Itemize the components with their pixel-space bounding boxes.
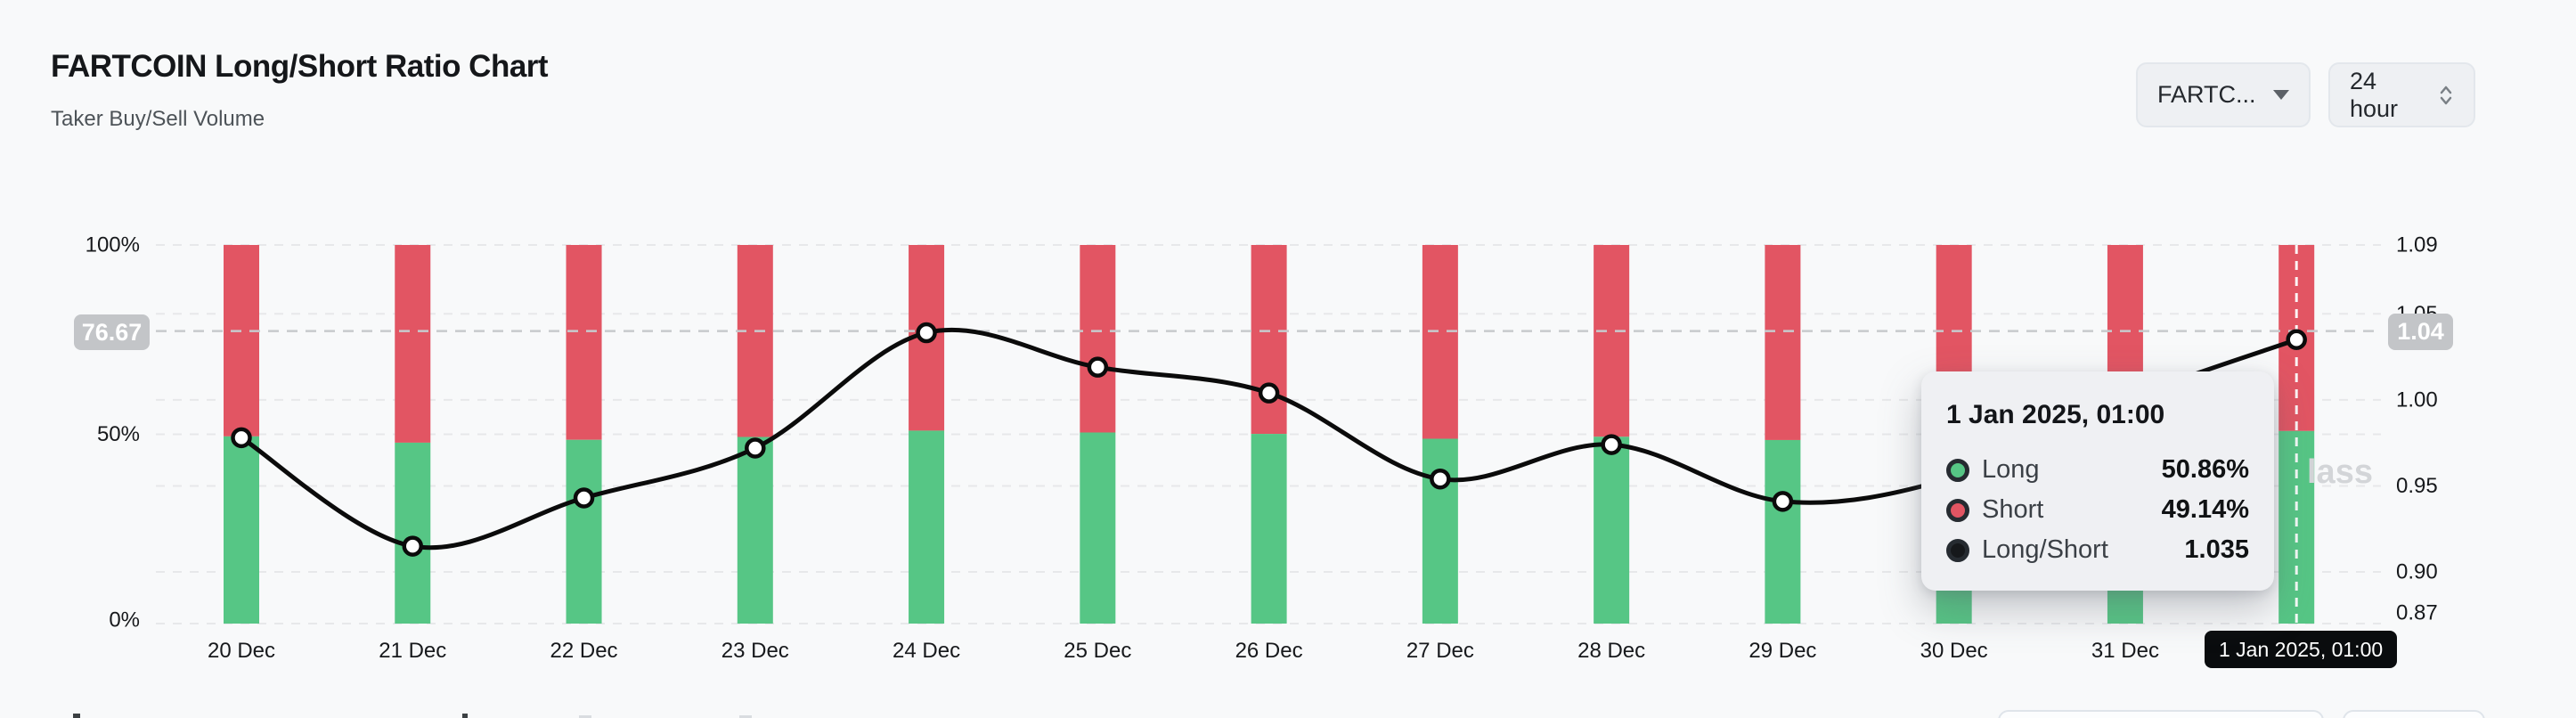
cutoff-content-mark	[739, 715, 752, 718]
x-axis-tick-label: 31 Dec	[2091, 639, 2159, 663]
crosshair-left-badge: 76.67	[74, 314, 150, 350]
bar-short[interactable]	[1080, 245, 1116, 433]
interval-select[interactable]: 24 hour	[2328, 62, 2475, 127]
bar-short[interactable]	[566, 245, 602, 440]
bar-long[interactable]	[566, 439, 602, 624]
cutoff-content-mark	[462, 714, 468, 718]
x-axis-tick-label: 23 Dec	[721, 639, 789, 663]
bar-long[interactable]	[224, 436, 259, 624]
ratio-marker-icon	[1946, 538, 1969, 562]
bar-short[interactable]	[1251, 245, 1287, 435]
x-axis-tick-label: 20 Dec	[208, 639, 275, 663]
page-subtitle: Taker Buy/Sell Volume	[51, 107, 265, 131]
right-axis-tick-label: 1.09	[2396, 233, 2438, 257]
interval-select-value: 24 hour	[2350, 67, 2399, 122]
bar-long[interactable]	[1080, 432, 1116, 624]
short-marker-icon	[1946, 498, 1969, 522]
tooltip-row-ratio: Long/Short 1.035	[1946, 530, 2249, 570]
bar-long[interactable]	[909, 430, 945, 624]
ratio-point-marker[interactable]	[1601, 434, 1622, 455]
bar-long[interactable]	[1765, 439, 1801, 624]
caret-down-icon	[2273, 90, 2289, 100]
long-marker-icon	[1946, 458, 1969, 482]
bar-short[interactable]	[1422, 245, 1458, 439]
page-title: FARTCOIN Long/Short Ratio Chart	[51, 49, 549, 84]
bar-long[interactable]	[2278, 430, 2315, 624]
tooltip-row-long: Long 50.86%	[1946, 450, 2249, 490]
ratio-point-marker[interactable]	[231, 427, 252, 449]
bar-short[interactable]	[737, 245, 773, 437]
symbol-select[interactable]: FARTC...	[2136, 62, 2311, 127]
tooltip-value: 1.035	[2184, 535, 2249, 564]
tooltip-label: Long	[1982, 455, 2040, 484]
ratio-point-marker[interactable]	[916, 322, 937, 344]
ratio-point-marker[interactable]	[1258, 382, 1280, 404]
ratio-point-marker[interactable]	[1772, 491, 1794, 512]
left-axis-tick-label: 0%	[109, 608, 140, 632]
x-axis-tick-label: 22 Dec	[550, 639, 618, 663]
x-axis-tick-label: 21 Dec	[379, 639, 446, 663]
cutoff-button[interactable]	[1998, 710, 2324, 718]
chart-tooltip: 1 Jan 2025, 01:00 Long 50.86% Short 49.1…	[1921, 371, 2274, 591]
tooltip-value: 50.86%	[2161, 455, 2249, 484]
cutoff-button[interactable]	[2343, 710, 2485, 718]
tooltip-title: 1 Jan 2025, 01:00	[1946, 400, 2165, 429]
left-axis-tick-label: 100%	[86, 233, 140, 257]
crosshair-right-badge: 1.04	[2388, 314, 2453, 350]
cutoff-content-mark	[73, 714, 80, 718]
bar-short[interactable]	[224, 245, 259, 437]
ratio-point-marker[interactable]	[402, 535, 424, 557]
left-axis-tick-label: 50%	[97, 422, 140, 446]
ratio-point-marker[interactable]	[2286, 329, 2307, 350]
ratio-point-marker[interactable]	[1430, 468, 1451, 490]
ratio-point-marker[interactable]	[1087, 356, 1109, 378]
bar-long[interactable]	[1594, 437, 1630, 624]
x-axis-tick-label: 26 Dec	[1235, 639, 1303, 663]
right-axis-tick-label: 0.87	[2396, 601, 2438, 625]
ratio-point-marker[interactable]	[573, 487, 595, 509]
bar-short[interactable]	[395, 245, 431, 443]
x-axis-tick-label: 29 Dec	[1749, 639, 1816, 663]
right-axis-tick-label: 0.90	[2396, 560, 2438, 584]
bar-long[interactable]	[395, 442, 431, 624]
bar-long[interactable]	[737, 437, 773, 624]
bar-long[interactable]	[1251, 434, 1287, 624]
right-axis-tick-label: 0.95	[2396, 474, 2438, 498]
ratio-point-marker[interactable]	[745, 437, 766, 459]
tooltip-value: 49.14%	[2161, 495, 2249, 524]
x-axis-tick-label: 27 Dec	[1406, 639, 1474, 663]
bar-long[interactable]	[1422, 438, 1458, 624]
coinglass-watermark: lass	[2307, 453, 2373, 491]
x-axis-tick-label: 25 Dec	[1064, 639, 1131, 663]
crosshair-date-pill: 1 Jan 2025, 01:00	[2205, 631, 2398, 668]
x-axis-tick-label: 30 Dec	[1920, 639, 1988, 663]
up-down-chevrons-icon	[2438, 83, 2454, 108]
cutoff-content-mark	[579, 715, 591, 718]
x-axis-tick-label: 24 Dec	[893, 639, 960, 663]
bar-short[interactable]	[1594, 245, 1630, 437]
tooltip-row-short: Short 49.14%	[1946, 490, 2249, 530]
bar-short[interactable]	[1765, 245, 1801, 440]
tooltip-label: Long/Short	[1982, 535, 2108, 564]
x-axis-tick-label: 28 Dec	[1577, 639, 1645, 663]
right-axis-tick-label: 1.00	[2396, 388, 2438, 412]
tooltip-label: Short	[1982, 495, 2044, 524]
symbol-select-value: FARTC...	[2157, 81, 2256, 108]
